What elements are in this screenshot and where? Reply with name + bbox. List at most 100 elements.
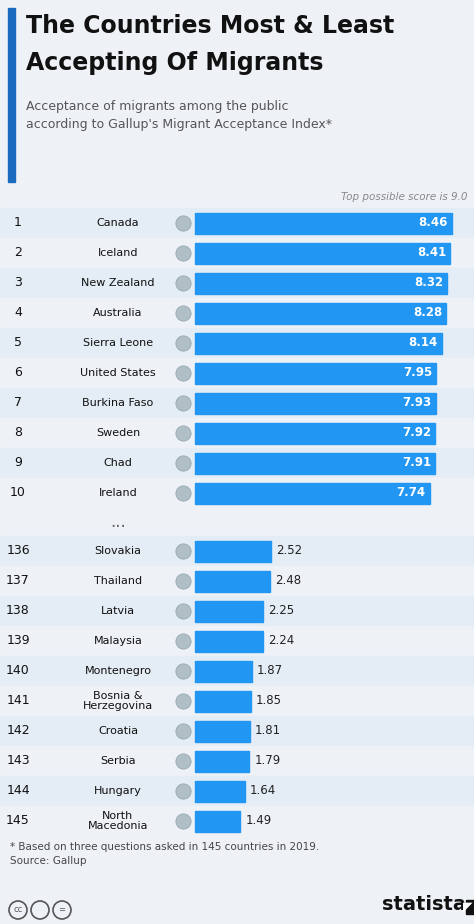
Text: 7.95: 7.95 (403, 367, 432, 380)
Text: 1.87: 1.87 (257, 664, 283, 677)
Text: Iceland: Iceland (98, 248, 138, 258)
Bar (195, 781, 245, 801)
Bar (466, 900, 474, 914)
Bar (195, 482, 430, 504)
Text: Sierra Leone: Sierra Leone (83, 338, 153, 348)
Text: 1: 1 (14, 216, 22, 229)
Text: Macedonia: Macedonia (88, 821, 148, 831)
Text: 145: 145 (6, 814, 30, 828)
Text: 140: 140 (6, 664, 30, 677)
Text: Malaysia: Malaysia (93, 636, 143, 646)
Text: Croatia: Croatia (98, 726, 138, 736)
Text: Herzegovina: Herzegovina (83, 700, 153, 711)
Text: 1.79: 1.79 (254, 755, 281, 768)
Text: Australia: Australia (93, 308, 143, 318)
Text: New Zealand: New Zealand (81, 278, 155, 288)
Text: 8.46: 8.46 (418, 216, 447, 229)
Bar (0, 806, 474, 836)
Text: Top possible score is 9.0: Top possible score is 9.0 (341, 192, 468, 202)
Bar (0, 478, 474, 508)
Text: Slovakia: Slovakia (94, 546, 142, 556)
Text: 5: 5 (14, 336, 22, 349)
Text: 138: 138 (6, 604, 30, 617)
Bar (0, 298, 474, 328)
Bar (0, 418, 474, 448)
Text: Bosnia &: Bosnia & (93, 691, 143, 701)
Text: 2: 2 (14, 247, 22, 260)
Bar (195, 453, 435, 473)
Text: Sweden: Sweden (96, 428, 140, 438)
Bar (195, 661, 252, 682)
Bar (0, 208, 474, 238)
Bar (195, 362, 436, 383)
Text: =: = (58, 906, 65, 915)
Bar (195, 333, 442, 354)
Text: 8.14: 8.14 (409, 336, 438, 349)
Text: 3: 3 (14, 276, 22, 289)
Text: * Based on three questions asked in 145 countries in 2019.
Source: Gallup: * Based on three questions asked in 145 … (10, 842, 319, 866)
Text: Canada: Canada (97, 218, 139, 228)
Text: North: North (102, 811, 134, 821)
Text: statista: statista (382, 895, 466, 914)
Bar (0, 448, 474, 478)
Text: Thailand: Thailand (94, 576, 142, 586)
Text: according to Gallup's Migrant Acceptance Index*: according to Gallup's Migrant Acceptance… (26, 118, 332, 131)
Text: 139: 139 (6, 635, 30, 648)
Text: 7.91: 7.91 (402, 456, 431, 469)
Text: United States: United States (80, 368, 156, 378)
Bar (0, 238, 474, 268)
Bar (195, 213, 452, 234)
Text: Hungary: Hungary (94, 786, 142, 796)
Text: Ireland: Ireland (99, 488, 137, 498)
Bar (195, 690, 251, 711)
Text: 2.25: 2.25 (268, 604, 294, 617)
Text: 137: 137 (6, 575, 30, 588)
Text: 8.41: 8.41 (417, 247, 446, 260)
Bar (195, 810, 240, 832)
Text: 8.28: 8.28 (413, 307, 442, 320)
Text: 1.81: 1.81 (255, 724, 281, 737)
Bar (195, 273, 447, 294)
Text: 7.93: 7.93 (402, 396, 431, 409)
Text: 6: 6 (14, 367, 22, 380)
Bar (195, 721, 250, 741)
Text: Acceptance of migrants among the public: Acceptance of migrants among the public (26, 100, 289, 113)
Text: 7.92: 7.92 (402, 427, 431, 440)
Bar (195, 750, 249, 772)
Text: 9: 9 (14, 456, 22, 469)
Bar (195, 630, 263, 651)
Bar (195, 570, 270, 591)
Text: Latvia: Latvia (101, 606, 135, 616)
Bar (0, 626, 474, 656)
Bar (0, 746, 474, 776)
Text: Montenegro: Montenegro (84, 666, 152, 676)
Text: 142: 142 (6, 724, 30, 737)
Text: 1.49: 1.49 (245, 814, 272, 828)
Text: 2.48: 2.48 (275, 575, 301, 588)
Text: ◤: ◤ (464, 901, 473, 914)
Text: The Countries Most & Least: The Countries Most & Least (26, 14, 394, 38)
Bar (0, 566, 474, 596)
Bar (0, 536, 474, 566)
Text: 8.32: 8.32 (414, 276, 443, 289)
Text: ...: ... (110, 513, 126, 531)
Text: 141: 141 (6, 695, 30, 708)
Text: 136: 136 (6, 544, 30, 557)
Bar (0, 328, 474, 358)
Bar (195, 302, 446, 323)
Bar (8, 8, 15, 182)
Text: cc: cc (13, 906, 23, 915)
Text: 8: 8 (14, 427, 22, 440)
Bar (0, 686, 474, 716)
Bar (0, 776, 474, 806)
Bar (195, 541, 272, 562)
Text: Chad: Chad (103, 458, 132, 468)
Text: Burkina Faso: Burkina Faso (82, 398, 154, 408)
Bar (0, 716, 474, 746)
Bar (0, 388, 474, 418)
Text: 1.85: 1.85 (256, 695, 282, 708)
Text: 1.64: 1.64 (250, 784, 276, 797)
Text: 2.24: 2.24 (268, 635, 294, 648)
Text: 143: 143 (6, 755, 30, 768)
Text: 7: 7 (14, 396, 22, 409)
